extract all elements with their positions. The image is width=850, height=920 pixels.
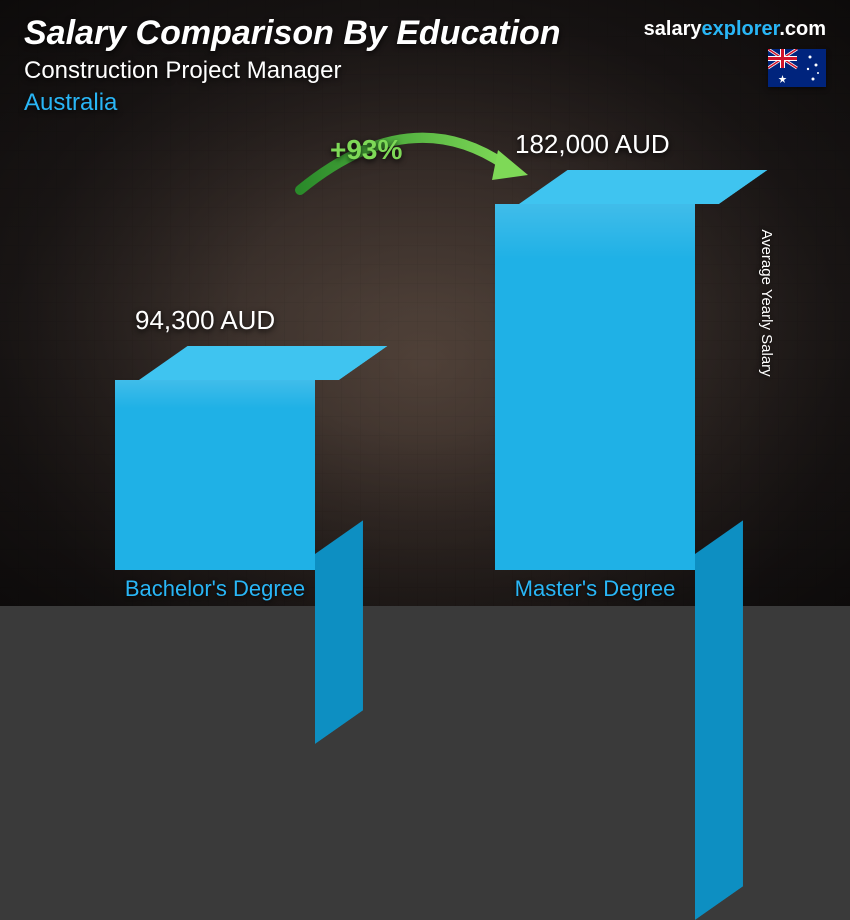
bar-label: Bachelor's Degree xyxy=(125,576,305,602)
bar-top xyxy=(519,170,768,204)
brand-part3: .com xyxy=(779,18,826,40)
brand-block: salaryexplorer.com xyxy=(644,18,826,87)
country-name: Australia xyxy=(24,89,826,117)
brand-part2: explorer xyxy=(701,18,779,40)
y-axis-label: Average Yearly Salary xyxy=(758,229,775,376)
bar-front xyxy=(115,380,315,570)
bar-side xyxy=(695,520,743,920)
brand-logo: salaryexplorer.com xyxy=(644,18,826,41)
flag-icon xyxy=(768,49,826,87)
bar-top xyxy=(139,346,388,380)
bar-side xyxy=(315,520,363,744)
bar-front xyxy=(495,204,695,570)
bar-chart: Bachelor's Degree 94,300 AUD Master's Degr… xyxy=(0,156,850,606)
increase-badge: +93% xyxy=(330,134,402,166)
bar-label: Master's Degree xyxy=(515,576,676,602)
increase-arrow-icon xyxy=(280,120,540,210)
brand-part1: salary xyxy=(644,18,702,40)
bar-value: 94,300 AUD xyxy=(135,305,275,336)
